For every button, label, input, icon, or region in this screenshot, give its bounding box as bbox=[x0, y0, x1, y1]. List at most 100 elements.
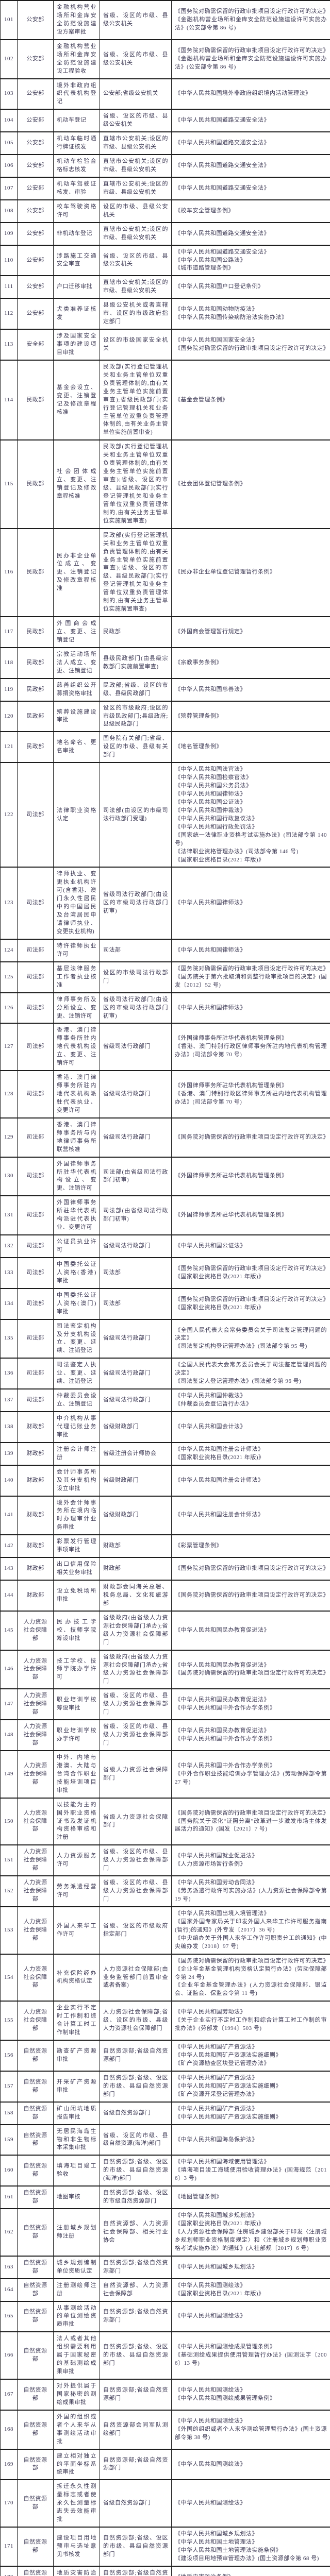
table-row: 162 自然资源部 注册城乡规划师注册 自然资源部、人力资源社会保障部、相关行业… bbox=[0, 2208, 330, 2257]
law-entry: 《国务院对确需保留的行政审批项目设定行政许可的决定》 bbox=[175, 1133, 329, 1140]
row-number: 169 bbox=[0, 2448, 18, 2481]
law-entry: 《中华人民共和国道路交通安全法》 bbox=[175, 162, 270, 169]
row-number: 115 bbox=[0, 439, 18, 529]
row-number: 101 bbox=[0, 0, 18, 40]
law-entry: 《外国律师事务所驻华代表机构管理条例》 bbox=[175, 1035, 288, 1042]
table-row: 153 人力资源社会保障部 外国人来华工作许可 省级、设区的市级政府指定部门 《… bbox=[0, 1906, 330, 1955]
table-row: 104 公安部 机动车登记 省级、设区的市级、县级公安机关 《中华人民共和国道路… bbox=[0, 109, 330, 133]
legal-basis-cell: 《外国律师事务所驻华代表机构管理条例》 《香港、澳门特别行政区律师事务所驻内地代表… bbox=[171, 1023, 330, 1072]
implementing-agency-cell: 省级、设区的市级、县级公安机关 bbox=[100, 244, 172, 277]
law-entry: 《中华人民共和国中外合作办学条例》 bbox=[175, 1705, 276, 1711]
law-entry: 《基金会管理条例》 bbox=[175, 396, 228, 403]
row-number: 123 bbox=[0, 867, 18, 940]
table-row: 145 人力资源社会保障部 民办技工学校、技师学院筹设审批 省级政府(由省级人力… bbox=[0, 1610, 330, 1651]
item-name-cell: 慈善组织公开募捐资格审批 bbox=[53, 677, 100, 702]
legal-basis-cell: 《外国律师事务所驻华代表机构管理条例》 bbox=[171, 1156, 330, 1197]
law-entry: 《国务院对确需保留的行政审批项目设定行政许可的决定》 bbox=[175, 1565, 329, 1572]
row-number: 168 bbox=[0, 2409, 18, 2450]
implementing-agency-cell: 自然资源部;省级自然资源部门 bbox=[100, 2300, 172, 2333]
department-cell: 公安部 bbox=[17, 78, 54, 110]
law-entry: 《人力资源社会保障部 住房城乡建设部关于印发〈注册城乡规划师职业资格制度规定〉和… bbox=[175, 2228, 327, 2251]
implementing-agency-cell: 司法部(由省级司法行政部门初审) bbox=[100, 1195, 172, 1236]
item-name-cell: 外国的组织或者个人来华从事测绘活动审批 bbox=[53, 2409, 100, 2450]
row-number: 109 bbox=[0, 222, 18, 246]
table-row: 121 民政部 地名命名、更名审批 国务院有关部门;省级、设区的市级、县级有关部… bbox=[0, 731, 330, 764]
item-name-cell: 非机动车登记 bbox=[53, 222, 100, 246]
implementing-agency-cell: 省级司法行政部门 bbox=[100, 1234, 172, 1258]
department-cell: 司法部 bbox=[17, 1318, 54, 1359]
law-entry: 《国务院对确需保留的行政审批项目设定行政许可的决定》 bbox=[175, 1809, 329, 1816]
implementing-agency-cell: 省级司法行政部门(由设区的市级司法行政部门初审) bbox=[100, 867, 172, 940]
legal-basis-cell: 《中华人民共和国道路交通安全法》 bbox=[171, 131, 330, 156]
item-name-cell: 注册会计师注册 bbox=[53, 1442, 100, 1466]
department-cell: 公安部 bbox=[17, 298, 54, 330]
legal-basis-cell: 《中华人民共和国测绘法》 bbox=[171, 2300, 330, 2333]
legal-basis-cell: 《中华人民共和国律师法》 bbox=[171, 938, 330, 962]
table-row: 106 公安部 机动车检验合格标志核发 直辖市公安机关;设区的市级、县级公安机关… bbox=[0, 154, 330, 178]
law-entry: 《中华人民共和国劳动合同法》 bbox=[175, 1879, 258, 1886]
law-entry: 《国务院关于第六批取消和调整行政审批项目的决定》(国发〔2012〕52 号) bbox=[175, 973, 327, 988]
law-entry: 《中华人民共和国矿产资源法》 bbox=[175, 2044, 258, 2050]
item-name-cell: 地质灾害防治单位资质审批 bbox=[53, 2565, 100, 2576]
implementing-agency-cell: 省级、设区的市级、县级自然资源(海洋)部门 bbox=[100, 2124, 172, 2156]
row-number: 110 bbox=[0, 244, 18, 277]
item-name-cell: 填海项目竣工验收 bbox=[53, 2155, 100, 2187]
law-entry: 《中华人民共和国律师法》 bbox=[175, 900, 246, 906]
item-name-cell: 外国人来华工作许可 bbox=[53, 1906, 100, 1955]
item-name-cell: 地名命名、更名审批 bbox=[53, 731, 100, 764]
department-cell: 财政部 bbox=[17, 1534, 54, 1558]
department-cell: 财政部 bbox=[17, 1495, 54, 1536]
table-row: 134 司法部 中国委托公证人资格(澳门)审批 司法部 《国务院对确需保留的行政… bbox=[0, 1287, 330, 1320]
item-name-cell: 犬类准养证核发 bbox=[53, 298, 100, 330]
table-row: 166 自然资源部 法人或者其他组织需要利用属于国家秘密的基础测绘成果审批 自然… bbox=[0, 2331, 330, 2380]
row-number: 151 bbox=[0, 1844, 18, 1877]
row-number: 102 bbox=[0, 39, 18, 79]
row-number: 128 bbox=[0, 1070, 18, 1118]
row-number: 153 bbox=[0, 1906, 18, 1955]
legal-basis-cell: 《地图管理条例》 bbox=[171, 2185, 330, 2210]
row-number: 152 bbox=[0, 1875, 18, 1907]
implementing-agency-cell: 民政部;省级、设区的市级、县级民政部门 bbox=[100, 677, 172, 702]
row-number: 136 bbox=[0, 1358, 18, 1390]
implementing-agency-cell: 省级财政部门 bbox=[100, 1495, 172, 1536]
row-number: 146 bbox=[0, 1649, 18, 1690]
law-entry: 《殡葬管理条例》 bbox=[175, 713, 222, 719]
legal-basis-cell: 《国务院对确需保留的行政审批项目设定行政许可的决定》 《金融机构营业场所和金库安全… bbox=[171, 0, 330, 40]
implementing-agency-cell: 县级民政部门(由县级宗教部门实施前置审查) bbox=[100, 647, 172, 679]
row-number: 159 bbox=[0, 2124, 18, 2156]
implementing-agency-cell: 县级公安机关或者直辖市、设区的市级政府指定部门 bbox=[100, 298, 172, 330]
department-cell: 司法部 bbox=[17, 1117, 54, 1158]
legal-basis-cell: 《中华人民共和国就业促进法》 《人力资源市场暂行条例》 bbox=[171, 1844, 330, 1877]
law-entry: 《地名管理条例》 bbox=[175, 743, 222, 750]
table-row: 116 民政部 民办非企业单位成立、变更、注销登记及修改章程核准 民政部(实行登… bbox=[0, 528, 330, 618]
department-cell: 自然资源部 bbox=[17, 2101, 54, 2125]
row-number: 111 bbox=[0, 275, 18, 299]
legal-basis-cell: 《中华人民共和国国家安全法》 《国务院对确需保留的行政审批项目设定行政许可的决定》 bbox=[171, 329, 330, 361]
department-cell: 安全部 bbox=[17, 329, 54, 361]
law-entry: 《司法鉴定机构登记管理办法》(司法部令第 95 号) bbox=[175, 1343, 307, 1350]
law-entry: 《中华人民共和国仲裁法》 bbox=[175, 1393, 246, 1399]
implementing-agency-cell: 省级自然资源部门 bbox=[100, 2101, 172, 2125]
law-entry: 《人力资源市场暂行条例》 bbox=[175, 1861, 246, 1868]
law-entry: 《校车安全管理条例》 bbox=[175, 207, 234, 214]
legal-basis-cell: 《中华人民共和国中外合作办学条例》 《中外合作职业技能培训办学管理办法》(劳动保障… bbox=[171, 1750, 330, 1799]
item-name-cell: 以技能为主的国外职业资格证书及发证机构资格审核和注册 bbox=[53, 1797, 100, 1846]
item-name-cell: 职业培训学校办学许可 bbox=[53, 1719, 100, 1751]
legal-basis-cell: 《中华人民共和国测绘法》 《外国的组织或者个人来华测绘管理暂行办法》(国土资源部令… bbox=[171, 2409, 330, 2450]
law-entry: 《城市道路管理条例》 bbox=[175, 265, 234, 272]
legal-basis-cell: 《国务院对确需保留的行政审批项目设定行政许可的决定》 bbox=[171, 1580, 330, 1612]
table-row: 103 公安部 境外非政府组织代表机构登记 公安部;省级公安机关 《中华人民共和… bbox=[0, 78, 330, 110]
item-name-cell: 境外非政府组织代表机构登记 bbox=[53, 78, 100, 110]
item-name-cell: 法律职业资格认定 bbox=[53, 762, 100, 868]
row-number: 133 bbox=[0, 1257, 18, 1289]
table-row: 140 财政部 会计师事务所及其分支机构设立审批 省级财政部门 《中华人民共和国… bbox=[0, 1464, 330, 1497]
implementing-agency-cell: 直辖市公安机关;设区的市级、县级公安机关 bbox=[100, 275, 172, 299]
legal-basis-cell: 《中华人民共和国城乡规划法》 《国家职业资格目录(2021 年版)》 《人力资源社会… bbox=[171, 2208, 330, 2257]
item-name-cell: 职业培训学校筹设审批 bbox=[53, 1688, 100, 1721]
implementing-agency-cell: 省级司法行政部门 bbox=[100, 1070, 172, 1118]
legal-basis-cell: 《国务院对确需保留的行政审批项目设定行政许可的决定》 《国家职业资格目录(2021… bbox=[171, 1257, 330, 1289]
department-cell: 人力资源社会保障部 bbox=[17, 1719, 54, 1751]
table-row: 165 自然资源部 从事测绘活动的单位测绘资质审批 自然资源部;省级自然资源部门… bbox=[0, 2300, 330, 2333]
legal-basis-cell: 《中华人民共和国慈善法》 bbox=[171, 677, 330, 702]
law-entry: 《金融机构营业场所和金库安全防范设施建设许可实施办法》(公安部令第 86 号) bbox=[175, 16, 327, 31]
